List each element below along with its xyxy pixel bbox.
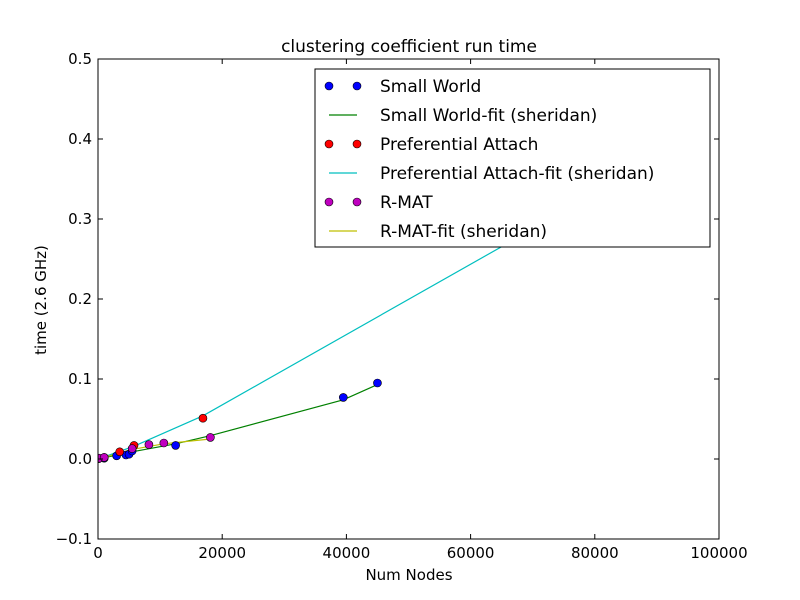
y-tick-label: −0.1 [56, 530, 92, 548]
x-tick-label: 40000 [323, 544, 371, 562]
x-tick-label: 60000 [447, 544, 495, 562]
legend-marker [324, 197, 334, 207]
legend-marker [352, 81, 362, 91]
legend-marker [324, 81, 334, 91]
legend-label: R-MAT [380, 193, 433, 213]
chart-title: clustering coefficient run time [281, 37, 537, 57]
data-point [206, 433, 215, 442]
data-point [115, 447, 125, 457]
x-tick-label: 100000 [690, 544, 747, 562]
ticks-layer: 0 20000 40000 60000 80000 100000 −0.1 0.0 0.1 0.2… [56, 50, 748, 562]
x-tick-label: 80000 [571, 544, 619, 562]
legend-marker [352, 139, 362, 149]
legend-label: Small World-fit (sheridan) [380, 106, 597, 126]
data-point [198, 413, 208, 423]
data-point [144, 440, 154, 449]
y-tick-label: 0.4 [68, 130, 92, 148]
legend-label: Preferential Attach [380, 135, 538, 155]
x-tick-label: 20000 [198, 544, 246, 562]
y-tick-label: 0.5 [68, 50, 92, 68]
data-point [338, 393, 348, 402]
y-tick-label: 0.0 [68, 450, 92, 468]
series-layer [98, 232, 527, 463]
legend-frame [314, 68, 711, 248]
y-tick-label: 0.1 [68, 370, 92, 388]
legend-label: R-MAT-fit (sheridan) [380, 222, 547, 242]
data-point [99, 453, 109, 462]
legend: Small World Small World-fit (sheridan) Pre… [314, 68, 711, 248]
y-tick-label: 0.3 [68, 210, 92, 228]
x-axis-label: Num Nodes [365, 566, 452, 584]
data-point [127, 444, 137, 453]
x-tick-label: 0 [93, 544, 103, 562]
data-point [159, 438, 169, 448]
data-point [373, 378, 382, 388]
legend-marker [324, 139, 334, 149]
y-tick-label: 0.2 [68, 290, 92, 308]
legend-marker [352, 197, 362, 207]
legend-label: Preferential Attach-fit (sheridan) [380, 164, 654, 184]
y-axis-label: time (2.6 GHz) [32, 245, 50, 355]
legend-label: Small World [380, 77, 481, 97]
data-point [171, 441, 180, 450]
